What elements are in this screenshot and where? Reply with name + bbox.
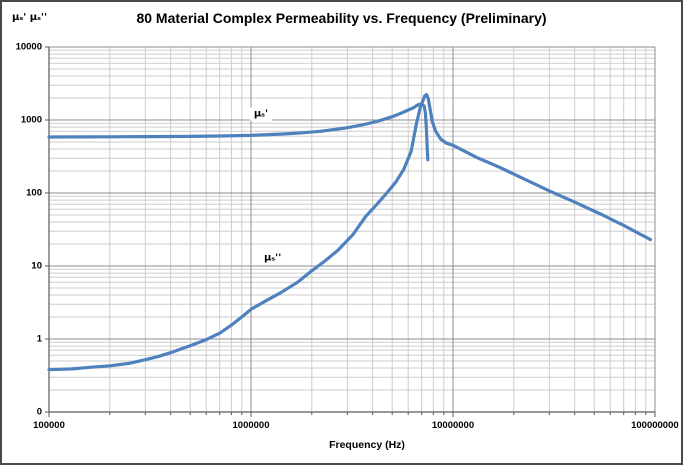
x-tick-label: 10000000 (431, 420, 475, 431)
x-axis-title: Frequency (Hz) (329, 439, 405, 451)
y-tick-label: 1 (36, 333, 42, 345)
gridlines-minor (49, 47, 655, 412)
annotation-mu-s-double-prime: μₛ'' (260, 251, 286, 265)
gridlines-major (48, 46, 656, 413)
y-tick-label: 1000 (20, 114, 42, 126)
x-tick-label: 100000 (33, 420, 65, 431)
y-tick-label: 100 (26, 187, 42, 199)
annotation-mu-s-prime: μₛ' (249, 107, 273, 121)
x-tick-label: 100000000 (631, 420, 679, 431)
x-tick-label: 1000000 (232, 420, 270, 431)
chart-title: 80 Material Complex Permeability vs. Fre… (136, 10, 547, 26)
y-axis-unit-label: μₛ' μₛ'' (12, 12, 47, 23)
y-tick-label: 0 (36, 406, 42, 418)
y-tick-label: 10000 (15, 41, 42, 53)
y-tick-label: 10 (31, 260, 42, 272)
axis-lines (48, 47, 655, 413)
series-mu-s-prime-line (47, 102, 430, 162)
series-mu-s-double-prime-line (47, 93, 653, 372)
axis-tick-marks (45, 46, 656, 417)
